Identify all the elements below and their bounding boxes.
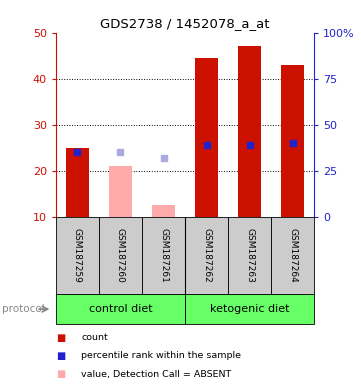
Bar xyxy=(109,166,132,217)
Bar xyxy=(56,217,99,294)
Bar xyxy=(99,217,142,294)
Text: GSM187261: GSM187261 xyxy=(159,228,168,283)
Bar xyxy=(238,46,261,217)
Bar xyxy=(185,217,228,294)
Text: percentile rank within the sample: percentile rank within the sample xyxy=(81,351,241,361)
Text: ■: ■ xyxy=(56,369,65,379)
Bar xyxy=(152,205,175,217)
Bar xyxy=(195,58,218,217)
Bar xyxy=(66,148,89,217)
Text: GSM187264: GSM187264 xyxy=(288,228,297,283)
Text: count: count xyxy=(81,333,108,342)
Text: GSM187259: GSM187259 xyxy=(73,228,82,283)
Text: control diet: control diet xyxy=(89,304,152,314)
Bar xyxy=(56,294,185,324)
Bar xyxy=(281,65,304,217)
Text: GSM187263: GSM187263 xyxy=(245,228,254,283)
Text: protocol: protocol xyxy=(2,304,44,314)
Text: value, Detection Call = ABSENT: value, Detection Call = ABSENT xyxy=(81,370,231,379)
Title: GDS2738 / 1452078_a_at: GDS2738 / 1452078_a_at xyxy=(100,17,270,30)
Text: GSM187262: GSM187262 xyxy=(202,228,211,283)
Bar xyxy=(228,217,271,294)
Bar xyxy=(185,294,314,324)
Text: ■: ■ xyxy=(56,351,65,361)
Text: ketogenic diet: ketogenic diet xyxy=(210,304,289,314)
Text: ■: ■ xyxy=(56,333,65,343)
Text: GSM187260: GSM187260 xyxy=(116,228,125,283)
Bar xyxy=(271,217,314,294)
Bar xyxy=(142,217,185,294)
